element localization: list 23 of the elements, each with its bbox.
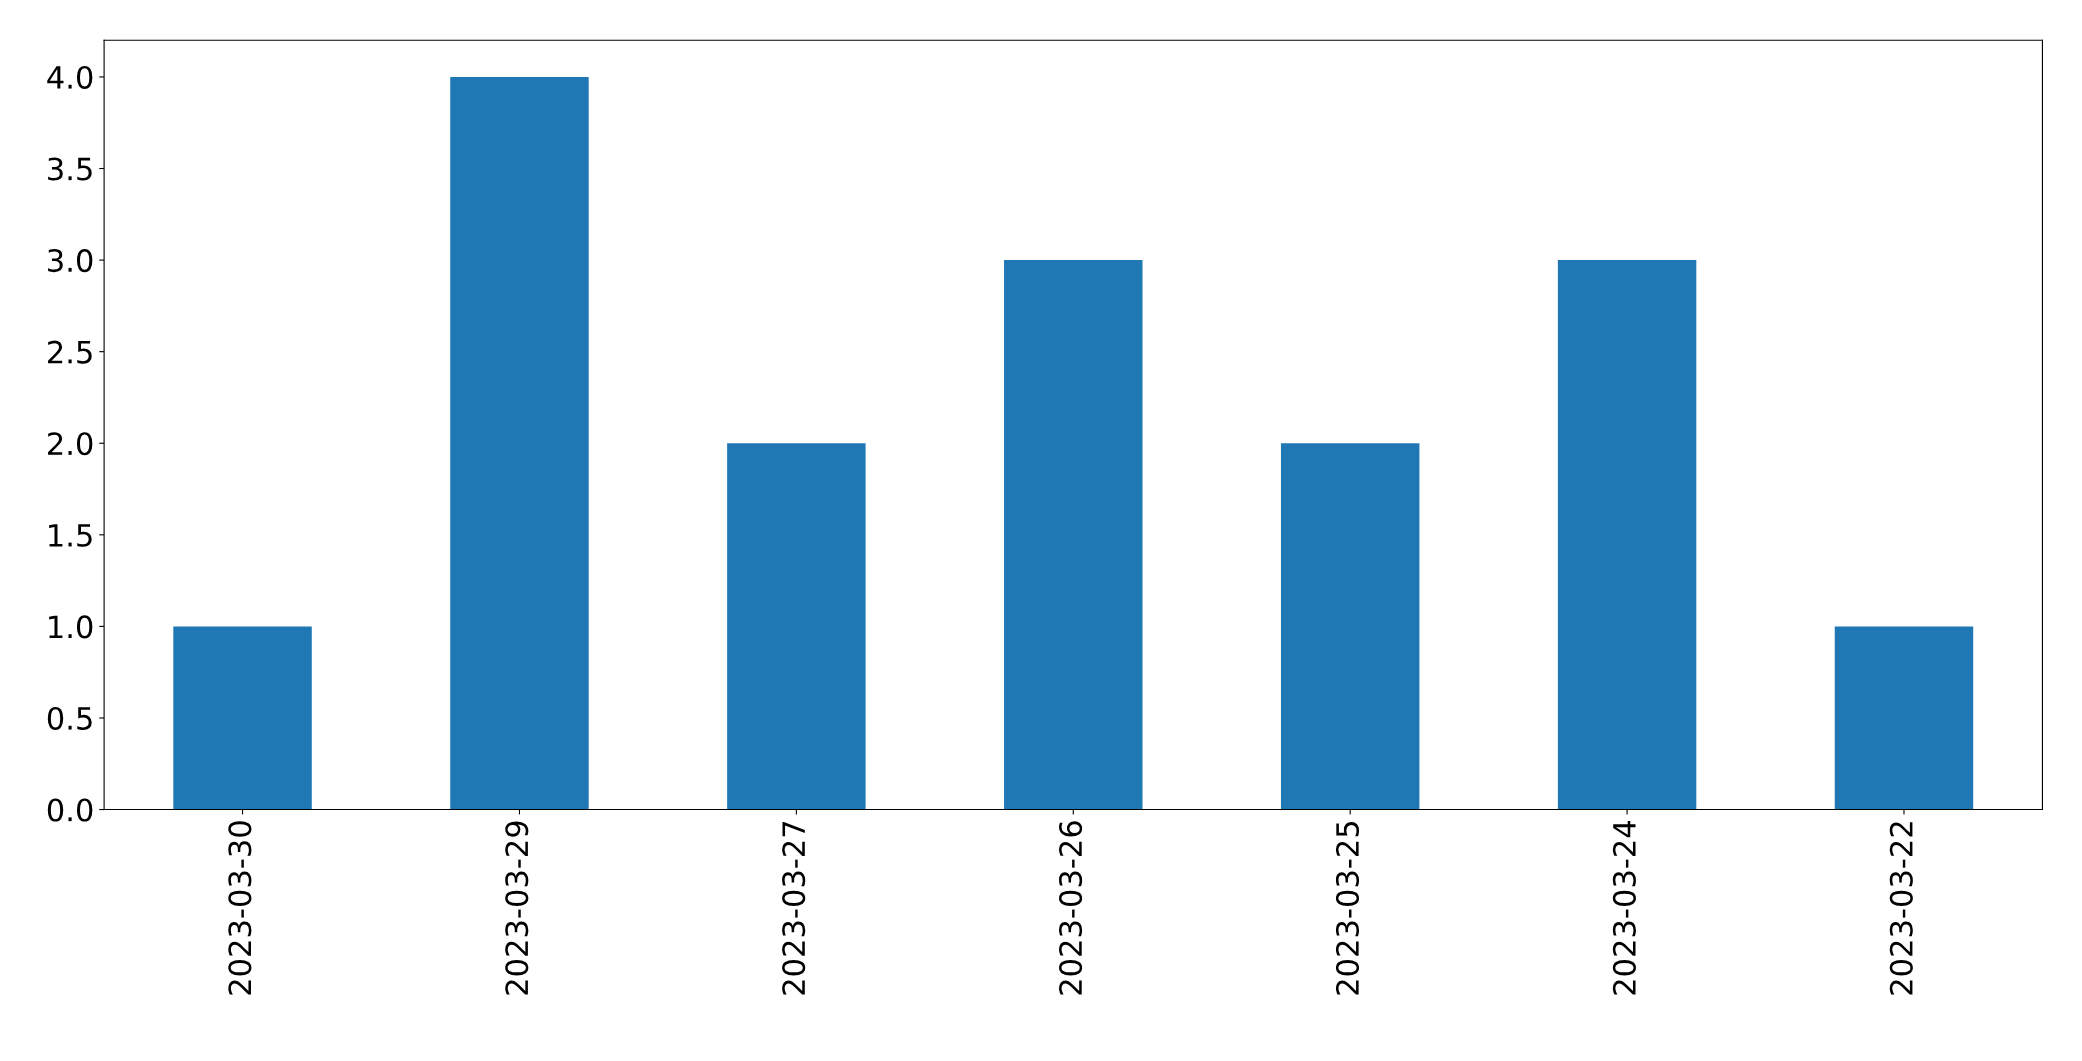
x-tick-label: 2023-03-27 [782,821,806,995]
bar [1834,626,1974,810]
bar [1004,260,1143,810]
x-tick-label: 2023-03-26 [1059,821,1083,995]
bar [173,626,312,810]
y-tick-label: 1.5 [49,524,92,547]
x-tick-label: 2023-03-24 [1612,820,1636,995]
y-tick-label: 2.5 [48,340,92,364]
x-tick-label: 2023-03-22 [1889,822,1913,995]
bar [727,443,866,810]
y-tick-label: 4.0 [47,65,93,89]
x-tick-label: 2023-03-30 [228,821,252,995]
y-tick-label: 0.0 [47,798,93,822]
bar [450,76,589,810]
x-tick-label: 2023-03-25 [1335,821,1360,995]
y-tick-label: 3.0 [48,249,93,273]
bar [1557,260,1697,810]
y-tick-label: 1.0 [49,615,93,639]
y-tick-label: 3.5 [48,157,92,181]
y-tick-label: 2.0 [48,432,93,456]
x-tick-label: 2023-03-29 [505,821,529,995]
bar [1280,443,1420,810]
y-tick-label: 0.5 [47,706,92,731]
